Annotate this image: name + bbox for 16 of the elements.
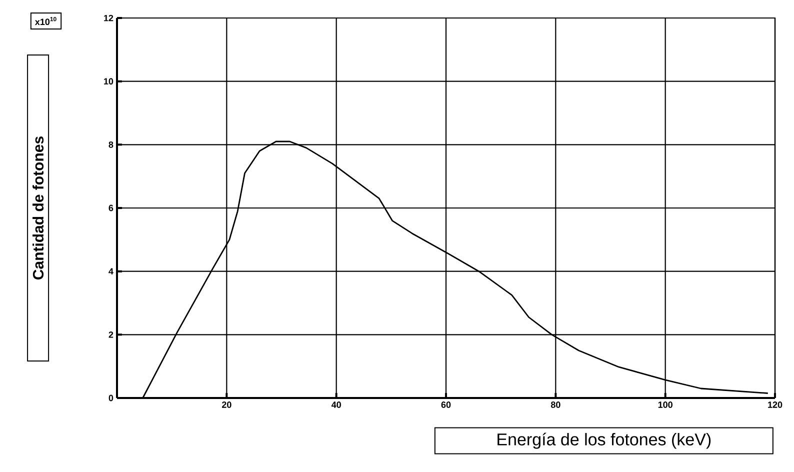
x-tick-label: 60 bbox=[441, 402, 451, 408]
x-tick-label: 120 bbox=[768, 402, 782, 408]
y-tick-label: 8 bbox=[108, 141, 114, 148]
y-tick-label: 10 bbox=[104, 78, 114, 85]
y-tick-label: 6 bbox=[108, 204, 114, 212]
x-tick-label: 40 bbox=[331, 402, 341, 408]
y-tick-label: 12 bbox=[104, 14, 114, 22]
text: x10$^{10}$ bbox=[34, 16, 56, 26]
x-tick-label: 20 bbox=[222, 402, 232, 408]
y-tick-label: 4 bbox=[108, 268, 114, 274]
x-tick-label: 100 bbox=[658, 402, 672, 408]
x-axis-title: Energía de los fotones (keV) bbox=[498, 432, 711, 449]
y-tick-label: 0 bbox=[108, 394, 114, 402]
y-tick-label: 2 bbox=[108, 332, 114, 338]
x-tick-label: 80 bbox=[550, 402, 560, 408]
y-axis-title: Cantidad de fotones bbox=[32, 136, 44, 280]
